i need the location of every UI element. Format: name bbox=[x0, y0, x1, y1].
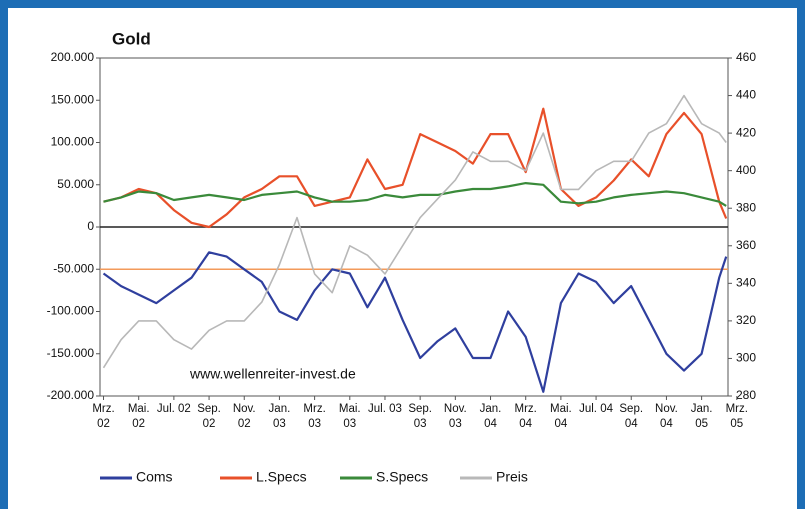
y-tick-label: -100.000 bbox=[47, 304, 95, 318]
x-tick-label: Sep. 02 bbox=[197, 403, 221, 430]
legend-label: L.Specs bbox=[256, 469, 307, 485]
y-tick-label: 50.000 bbox=[57, 177, 94, 191]
x-tick-label: Nov. 04 bbox=[655, 403, 678, 430]
y2-tick-label: 400 bbox=[736, 163, 756, 177]
annotation: www.wellenreiter-invest.de bbox=[189, 366, 356, 382]
x-tick-label: Nov. 02 bbox=[232, 403, 256, 430]
x-tick-label: Sep. 03 bbox=[408, 403, 432, 430]
series-line bbox=[102, 251, 728, 393]
y2-tick-label: 340 bbox=[736, 276, 756, 290]
y-tick-label: 200.000 bbox=[51, 50, 95, 64]
x-tick-label: Mai. 04 bbox=[550, 403, 572, 430]
chart-title: Gold bbox=[112, 29, 151, 48]
x-tick-label: Jul. 02 bbox=[156, 403, 191, 415]
y2-tick-label: 320 bbox=[736, 313, 756, 327]
legend-label: S.Specs bbox=[376, 469, 428, 485]
y-tick-label: -150.000 bbox=[47, 346, 95, 360]
series-line bbox=[103, 182, 727, 207]
x-tick-label: Jul. 04 bbox=[579, 403, 613, 415]
x-tick-label: Jan. 04 bbox=[479, 403, 502, 430]
y2-tick-label: 280 bbox=[736, 388, 756, 402]
y2-tick-label: 440 bbox=[736, 88, 756, 102]
y2-tick-label: 420 bbox=[736, 125, 756, 139]
y2-tick-label: 360 bbox=[736, 238, 756, 252]
y-tick-label: 0 bbox=[87, 219, 94, 233]
x-tick-label: Mrz. 02 bbox=[92, 403, 115, 430]
x-tick-label: Jan. 05 bbox=[690, 403, 713, 430]
series-line bbox=[102, 94, 727, 369]
y-tick-label: -50.000 bbox=[53, 261, 94, 275]
legend-label: Coms bbox=[136, 469, 173, 485]
x-tick-label: Jul. 03 bbox=[368, 403, 402, 415]
x-tick-label: Mai. 03 bbox=[338, 403, 361, 430]
x-tick-label: Mrz. 04 bbox=[514, 403, 537, 430]
panel bbox=[8, 8, 797, 509]
y2-tick-label: 460 bbox=[736, 50, 756, 64]
y-tick-label: -200.000 bbox=[47, 388, 95, 402]
legend-label: Preis bbox=[496, 469, 528, 485]
x-tick-label: Nov. 03 bbox=[443, 403, 467, 430]
x-tick-label: Mrz. 05 bbox=[725, 403, 748, 430]
x-tick-label: Mai. 02 bbox=[127, 403, 150, 430]
y-tick-label: 150.000 bbox=[51, 92, 95, 106]
y2-tick-label: 380 bbox=[736, 200, 756, 214]
x-tick-label: Sep. 04 bbox=[619, 403, 644, 430]
y-tick-label: 100.000 bbox=[51, 135, 95, 149]
y2-tick-label: 300 bbox=[736, 351, 756, 365]
x-tick-label: Jan. 03 bbox=[268, 403, 291, 430]
x-tick-label: Mrz. 03 bbox=[303, 403, 326, 430]
series-line bbox=[103, 107, 728, 229]
